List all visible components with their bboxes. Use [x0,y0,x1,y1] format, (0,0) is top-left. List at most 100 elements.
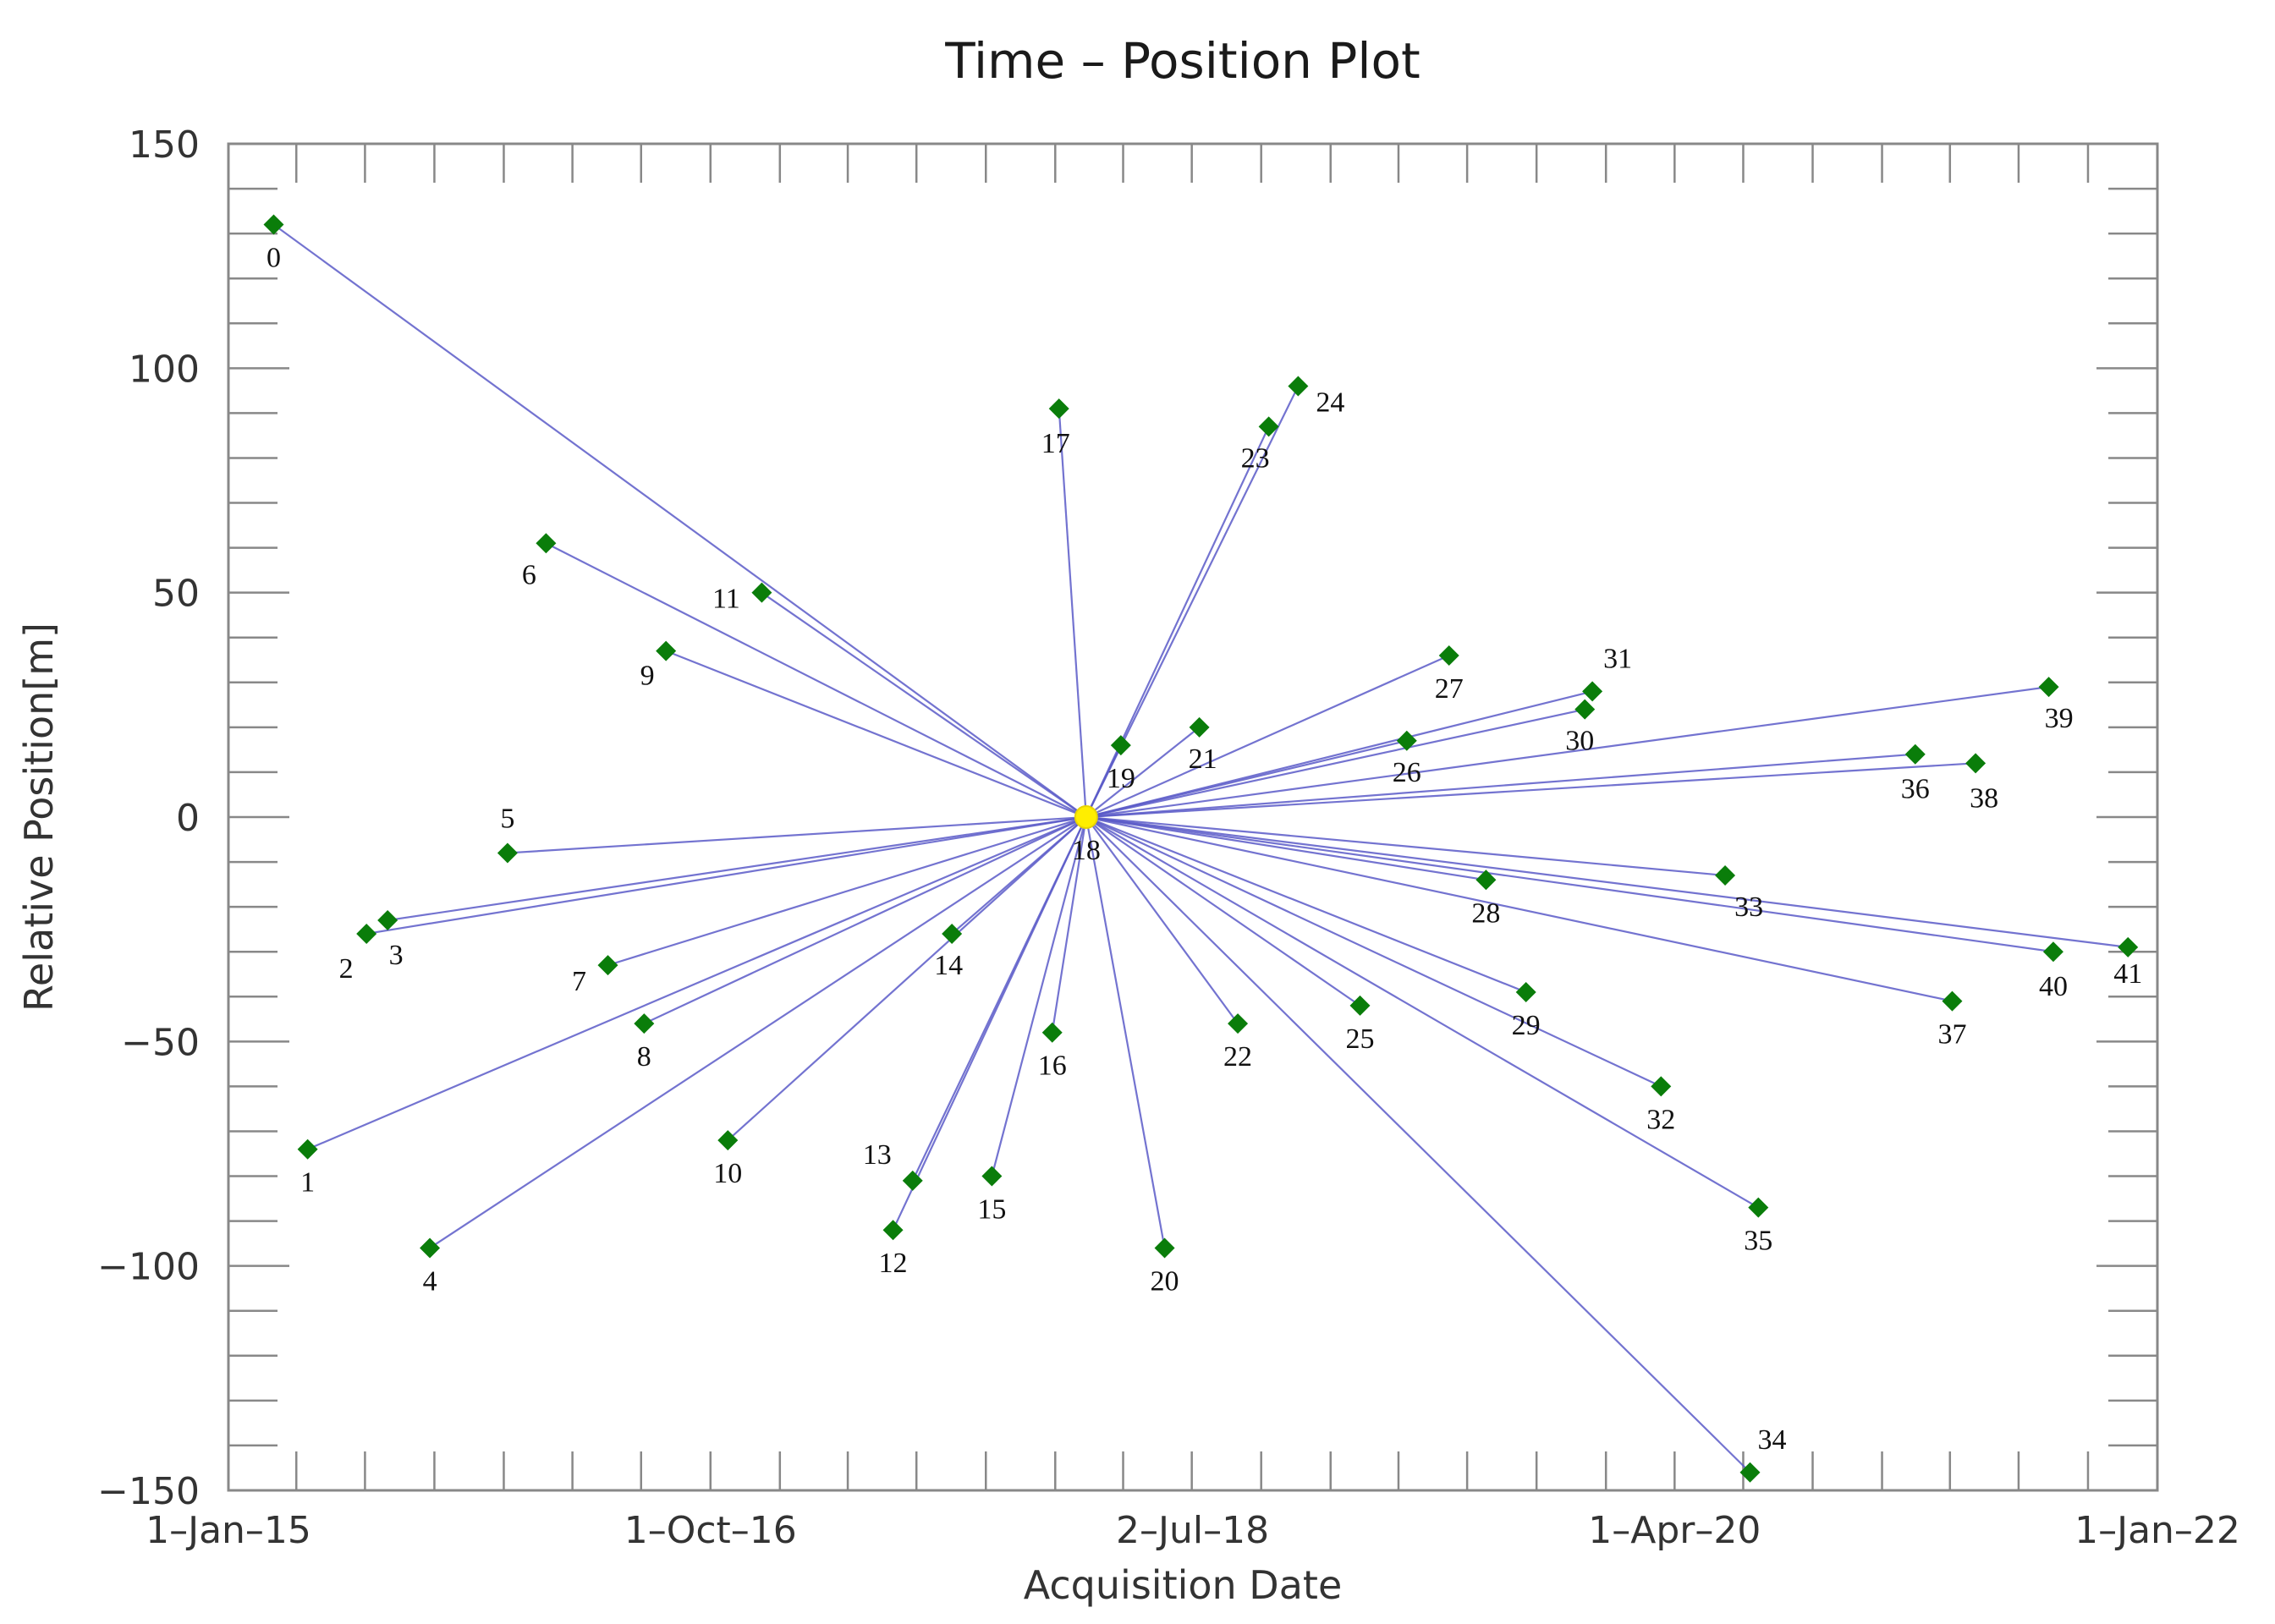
baseline-line-32 [1085,816,1662,1088]
data-point-3[interactable] [377,910,398,931]
data-point-36[interactable] [1904,743,1926,765]
data-point-16[interactable] [1041,1022,1063,1043]
data-point-27[interactable] [1438,645,1459,666]
point-label-23: 23 [1241,442,1270,474]
point-label-11: 11 [712,584,740,615]
data-point-4[interactable] [420,1237,441,1259]
data-point-2[interactable] [356,923,377,944]
data-point-13[interactable] [902,1170,923,1191]
data-point-29[interactable] [1515,981,1536,1002]
point-label-13: 13 [863,1139,892,1171]
data-point-6[interactable] [536,533,557,554]
reference-point[interactable] [1074,805,1098,829]
point-label-31: 31 [1603,643,1632,674]
baseline-line-8 [643,816,1087,1025]
data-point-15[interactable] [981,1166,1003,1187]
data-point-12[interactable] [882,1220,904,1241]
data-markers [263,214,2139,1483]
point-label-4: 4 [423,1265,437,1297]
data-point-33[interactable] [1715,864,1736,886]
baseline-line-4 [429,816,1087,1249]
point-label-25: 25 [1346,1023,1375,1055]
data-point-39[interactable] [2038,677,2059,698]
data-point-11[interactable] [751,582,772,603]
data-point-35[interactable] [1748,1197,1769,1218]
baseline-line-39 [1085,686,2049,819]
data-point-10[interactable] [717,1130,739,1151]
plot-frame [227,142,2159,1492]
data-point-32[interactable] [1651,1076,1672,1097]
data-point-14[interactable] [942,923,963,944]
baseline-line-5 [507,815,1086,854]
baseline-line-33 [1085,815,1726,877]
data-point-5[interactable] [497,842,518,864]
baseline-line-22 [1085,816,1239,1024]
data-point-1[interactable] [297,1138,318,1160]
point-label-20: 20 [1151,1265,1179,1297]
baseline-line-13 [911,816,1087,1182]
data-point-34[interactable] [1739,1462,1761,1483]
data-point-7[interactable] [597,955,618,976]
y-tick-label: 100 [129,348,200,391]
point-label-36: 36 [1901,774,1930,805]
data-point-28[interactable] [1475,870,1497,891]
baseline-connections [272,223,2129,1473]
point-label-30: 30 [1565,726,1594,757]
y-tick-label: −150 [97,1470,200,1513]
data-point-21[interactable] [1189,716,1210,738]
data-point-22[interactable] [1228,1013,1249,1034]
point-label-2: 2 [339,953,354,985]
data-point-8[interactable] [634,1013,655,1034]
point-label-12: 12 [879,1248,908,1279]
baseline-line-28 [1085,815,1486,881]
point-label-28: 28 [1471,897,1500,929]
data-point-38[interactable] [1965,753,1987,774]
data-point-25[interactable] [1349,995,1371,1016]
data-point-24[interactable] [1288,376,1309,397]
baseline-line-11 [761,591,1087,818]
point-label-0: 0 [267,243,281,274]
data-point-41[interactable] [2118,936,2139,957]
baseline-line-9 [665,650,1087,819]
y-tick-label: 0 [176,797,200,840]
point-label-15: 15 [977,1194,1006,1226]
data-point-20[interactable] [1154,1237,1175,1259]
data-point-9[interactable] [656,640,677,661]
y-tick-label: −50 [121,1021,200,1064]
point-label-16: 16 [1038,1051,1067,1082]
baseline-line-15 [991,816,1087,1177]
data-point-31[interactable] [1582,681,1603,702]
point-label-21: 21 [1189,743,1217,775]
x-axis-label: Acquisition Date [1024,1562,1343,1608]
baseline-line-38 [1085,762,1976,819]
data-point-23[interactable] [1258,416,1279,437]
data-point-0[interactable] [263,214,284,235]
baseline-line-27 [1085,654,1450,819]
data-point-40[interactable] [2042,941,2063,963]
point-label-8: 8 [637,1041,651,1073]
point-label-38: 38 [1970,782,1998,814]
baseline-line-17 [1058,409,1087,818]
x-tick-label: 1–Oct–16 [624,1509,797,1552]
point-label-5: 5 [500,803,514,834]
point-label-9: 9 [640,661,655,692]
data-point-37[interactable] [1942,990,1963,1012]
point-label-10: 10 [713,1158,742,1189]
x-tick-label: 1–Jan–15 [146,1509,311,1552]
baseline-line-25 [1085,816,1361,1007]
point-label-24: 24 [1316,387,1344,419]
point-label-40: 40 [2039,971,2068,1002]
data-point-17[interactable] [1048,398,1069,420]
baseline-line-14 [951,816,1087,935]
baseline-line-7 [607,815,1087,967]
baseline-line-2 [365,815,1087,935]
point-label-37: 37 [1937,1019,1966,1051]
x-tick-label: 2–Jul–18 [1116,1509,1269,1552]
data-point-19[interactable] [1110,735,1131,756]
baseline-line-20 [1085,816,1166,1248]
axis-ticks [228,144,2157,1490]
data-point-30[interactable] [1574,699,1596,720]
baseline-line-35 [1085,816,1759,1209]
data-point-26[interactable] [1396,730,1417,751]
